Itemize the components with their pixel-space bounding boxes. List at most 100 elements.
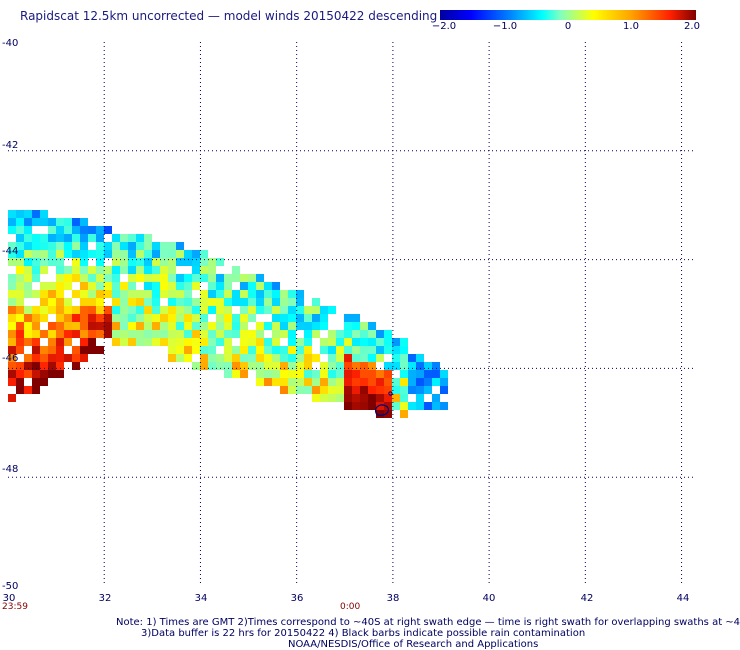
wind-cell: [16, 210, 24, 218]
wind-cell: [320, 370, 328, 378]
wind-cell: [376, 394, 384, 402]
wind-cell: [96, 314, 104, 322]
wind-cell: [280, 290, 288, 298]
wind-cell: [192, 314, 200, 322]
wind-cell: [360, 378, 368, 386]
wind-cell: [240, 274, 248, 282]
wind-cell: [168, 250, 176, 258]
wind-cell: [40, 266, 48, 274]
wind-cell: [288, 378, 296, 386]
wind-cell: [160, 290, 168, 298]
wind-cell: [88, 330, 96, 338]
colorbar-tick-label: 2.0: [684, 21, 700, 32]
wind-cell: [232, 298, 240, 306]
wind-cell: [376, 338, 384, 346]
wind-cell: [360, 354, 368, 362]
wind-cell: [8, 226, 16, 234]
wind-cell: [24, 354, 32, 362]
wind-cell: [224, 362, 232, 370]
wind-cell: [352, 362, 360, 370]
wind-cell: [432, 362, 440, 370]
wind-cell: [336, 370, 344, 378]
wind-cell: [224, 282, 232, 290]
wind-cell: [168, 258, 176, 266]
wind-cell: [96, 290, 104, 298]
wind-cell: [296, 362, 304, 370]
wind-cell: [344, 378, 352, 386]
wind-cell: [192, 250, 200, 258]
wind-cell: [168, 322, 176, 330]
wind-cell: [240, 282, 248, 290]
wind-cell: [56, 274, 64, 282]
wind-cell: [272, 330, 280, 338]
wind-cell: [32, 386, 40, 394]
wind-cell: [136, 314, 144, 322]
wind-cell: [352, 394, 360, 402]
wind-cell: [312, 330, 320, 338]
wind-cell: [56, 298, 64, 306]
wind-cell: [40, 282, 48, 290]
wind-cell: [120, 322, 128, 330]
colorbar-tick-label: 0: [564, 21, 572, 32]
wind-cell: [56, 306, 64, 314]
wind-cell: [24, 218, 32, 226]
wind-cell: [80, 298, 88, 306]
wind-cell: [152, 242, 160, 250]
wind-cell: [408, 354, 416, 362]
wind-cell: [256, 346, 264, 354]
wind-cell: [280, 330, 288, 338]
wind-cell: [256, 290, 264, 298]
lat-label: -42: [2, 140, 19, 151]
wind-cell: [112, 274, 120, 282]
wind-cell: [216, 298, 224, 306]
wind-cell: [72, 314, 80, 322]
wind-cell: [128, 242, 136, 250]
wind-cell: [112, 306, 120, 314]
wind-cell: [368, 330, 376, 338]
wind-cell: [80, 314, 88, 322]
wind-cell: [360, 386, 368, 394]
wind-cell: [272, 306, 280, 314]
wind-cell: [264, 306, 272, 314]
wind-cell: [48, 282, 56, 290]
wind-cell: [432, 370, 440, 378]
wind-cell: [272, 282, 280, 290]
wind-cell: [88, 298, 96, 306]
wind-cell: [272, 290, 280, 298]
wind-cell: [400, 386, 408, 394]
wind-cell: [40, 378, 48, 386]
wind-cell: [208, 330, 216, 338]
wind-cell: [216, 282, 224, 290]
wind-cell: [200, 330, 208, 338]
wind-cell: [112, 322, 120, 330]
wind-cell: [344, 314, 352, 322]
wind-cell: [304, 354, 312, 362]
wind-cell: [440, 402, 448, 410]
lon-label: 30: [2, 593, 16, 604]
wind-cell: [168, 290, 176, 298]
wind-cell: [48, 250, 56, 258]
wind-cell: [8, 346, 16, 354]
wind-cell: [32, 306, 40, 314]
wind-cell: [96, 226, 104, 234]
wind-cell: [16, 306, 24, 314]
wind-cell: [88, 306, 96, 314]
wind-cell: [24, 210, 32, 218]
wind-cell: [320, 394, 328, 402]
wind-cell: [112, 298, 120, 306]
wind-cell: [152, 314, 160, 322]
wind-cell: [120, 242, 128, 250]
wind-cell: [112, 242, 120, 250]
wind-cell: [184, 290, 192, 298]
wind-cell: [240, 330, 248, 338]
wind-cell: [416, 354, 424, 362]
wind-cell: [424, 386, 432, 394]
wind-cell: [160, 242, 168, 250]
wind-cell: [424, 378, 432, 386]
wind-cell: [232, 354, 240, 362]
wind-cell: [32, 314, 40, 322]
wind-cell: [352, 402, 360, 410]
wind-cell: [280, 314, 288, 322]
wind-cell: [264, 338, 272, 346]
wind-cell: [200, 274, 208, 282]
